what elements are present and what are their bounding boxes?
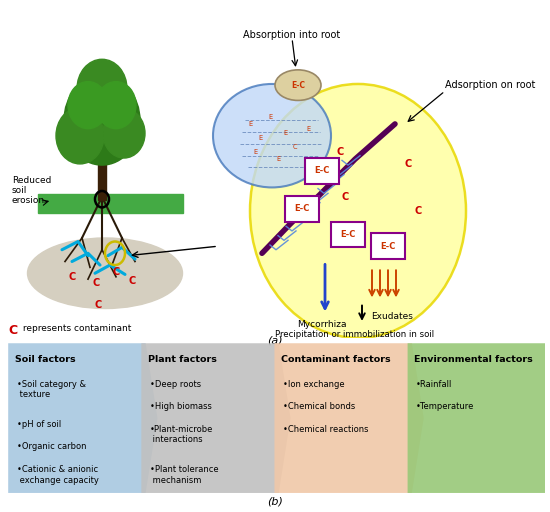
Text: C: C — [128, 276, 136, 287]
Circle shape — [77, 59, 127, 118]
Circle shape — [96, 81, 136, 129]
Text: E: E — [283, 131, 287, 136]
Text: E: E — [268, 114, 272, 120]
Text: Absorption into root: Absorption into root — [243, 30, 340, 40]
Text: E: E — [248, 121, 252, 127]
Text: •Cationic & anionic
 exchange capacity: •Cationic & anionic exchange capacity — [17, 465, 98, 484]
Text: •Soil category &
 texture: •Soil category & texture — [17, 380, 86, 399]
FancyBboxPatch shape — [285, 196, 319, 222]
Text: E-C: E-C — [291, 81, 305, 90]
Text: •pH of soil: •pH of soil — [17, 420, 61, 429]
FancyBboxPatch shape — [371, 233, 405, 259]
Text: (b): (b) — [267, 496, 283, 506]
Text: Contaminant factors: Contaminant factors — [281, 355, 390, 365]
Circle shape — [250, 84, 466, 338]
Ellipse shape — [28, 238, 183, 309]
Polygon shape — [141, 343, 290, 493]
Text: •Ion exchange: •Ion exchange — [283, 380, 345, 389]
Text: •Temperature: •Temperature — [416, 402, 475, 412]
Text: Mycorrhiza: Mycorrhiza — [297, 321, 346, 329]
Text: Adsorption on root: Adsorption on root — [445, 80, 535, 90]
Text: E: E — [276, 156, 280, 162]
Circle shape — [64, 76, 140, 165]
Text: represents contaminant: represents contaminant — [20, 324, 131, 333]
Text: •Rainfall: •Rainfall — [416, 380, 453, 389]
Text: E-C: E-C — [380, 242, 395, 251]
Text: E: E — [258, 135, 262, 141]
Ellipse shape — [275, 70, 321, 100]
Text: E-C: E-C — [314, 166, 329, 176]
Text: Environmental factors: Environmental factors — [414, 355, 533, 365]
Polygon shape — [274, 343, 424, 493]
Polygon shape — [8, 343, 157, 493]
Text: C: C — [342, 192, 349, 202]
FancyBboxPatch shape — [331, 222, 365, 247]
FancyBboxPatch shape — [305, 158, 339, 184]
Text: •Organic carbon: •Organic carbon — [17, 442, 86, 452]
Circle shape — [56, 108, 104, 164]
Text: •Plant-microbe
 interactions: •Plant-microbe interactions — [150, 425, 213, 444]
Text: (a): (a) — [267, 335, 283, 346]
Text: Plant factors: Plant factors — [148, 355, 217, 365]
Bar — [38, 195, 183, 214]
Circle shape — [103, 109, 145, 158]
Text: •High biomass: •High biomass — [150, 402, 212, 412]
Text: •Chemical bonds: •Chemical bonds — [283, 402, 355, 412]
Polygon shape — [408, 343, 550, 493]
Text: E: E — [306, 125, 310, 132]
Text: E-C: E-C — [340, 230, 356, 239]
Text: Exudates: Exudates — [371, 312, 413, 321]
Text: •Deep roots: •Deep roots — [150, 380, 201, 389]
Text: C: C — [337, 147, 344, 157]
Text: C: C — [414, 206, 422, 216]
Ellipse shape — [213, 84, 331, 187]
Text: C: C — [95, 300, 102, 310]
Text: Reduced
soil
erosion: Reduced soil erosion — [12, 176, 51, 205]
Text: E-C: E-C — [294, 204, 310, 213]
Text: Precipitation or immobilization in soil: Precipitation or immobilization in soil — [276, 330, 434, 339]
Text: C: C — [8, 324, 17, 337]
Text: C: C — [68, 272, 76, 282]
Text: C: C — [404, 159, 411, 169]
Text: •Plant tolerance
 mechanism: •Plant tolerance mechanism — [150, 465, 218, 484]
Circle shape — [68, 81, 108, 129]
Text: E: E — [253, 149, 257, 155]
Text: Soil factors: Soil factors — [15, 355, 75, 365]
Text: C: C — [112, 267, 120, 277]
Text: C: C — [92, 278, 100, 288]
Text: •Chemical reactions: •Chemical reactions — [283, 425, 368, 434]
Text: C: C — [293, 144, 298, 151]
Bar — [98, 147, 106, 200]
